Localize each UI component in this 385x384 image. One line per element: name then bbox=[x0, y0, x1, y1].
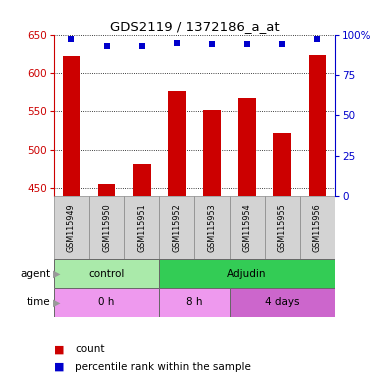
Text: ■: ■ bbox=[54, 344, 64, 354]
Bar bbox=[300, 196, 335, 259]
Text: GSM115950: GSM115950 bbox=[102, 203, 111, 252]
Point bbox=[139, 43, 145, 49]
Text: GSM115949: GSM115949 bbox=[67, 203, 76, 252]
Text: percentile rank within the sample: percentile rank within the sample bbox=[75, 362, 251, 372]
Bar bbox=[238, 98, 256, 196]
Bar bbox=[229, 196, 265, 259]
Bar bbox=[63, 56, 80, 196]
Bar bbox=[273, 133, 291, 196]
Text: Adjudin: Adjudin bbox=[228, 268, 267, 279]
Point bbox=[174, 40, 180, 46]
Bar bbox=[89, 196, 124, 259]
Text: GSM115951: GSM115951 bbox=[137, 203, 146, 252]
Text: GSM115952: GSM115952 bbox=[172, 203, 181, 252]
Title: GDS2119 / 1372186_a_at: GDS2119 / 1372186_a_at bbox=[110, 20, 279, 33]
Bar bbox=[264, 196, 300, 259]
Text: GSM115954: GSM115954 bbox=[243, 203, 252, 252]
Bar bbox=[159, 288, 229, 317]
Bar bbox=[54, 259, 159, 288]
Text: GSM115956: GSM115956 bbox=[313, 203, 322, 252]
Bar bbox=[54, 196, 89, 259]
Bar bbox=[133, 164, 151, 196]
Bar bbox=[229, 288, 335, 317]
Text: GSM115953: GSM115953 bbox=[208, 203, 216, 252]
Bar bbox=[98, 184, 116, 196]
Point bbox=[209, 41, 215, 47]
Text: agent: agent bbox=[20, 268, 50, 279]
Bar bbox=[194, 196, 229, 259]
Bar bbox=[54, 288, 159, 317]
Point bbox=[104, 43, 110, 49]
Bar bbox=[168, 91, 186, 196]
Bar bbox=[159, 259, 335, 288]
Text: 8 h: 8 h bbox=[186, 297, 203, 308]
Point bbox=[314, 36, 320, 43]
Text: 4 days: 4 days bbox=[265, 297, 300, 308]
Bar bbox=[309, 55, 326, 196]
Text: control: control bbox=[89, 268, 125, 279]
Bar bbox=[203, 110, 221, 196]
Text: 0 h: 0 h bbox=[99, 297, 115, 308]
Text: ■: ■ bbox=[54, 362, 64, 372]
Text: ▶: ▶ bbox=[53, 297, 60, 308]
Text: count: count bbox=[75, 344, 105, 354]
Bar bbox=[159, 196, 194, 259]
Text: ▶: ▶ bbox=[53, 268, 60, 279]
Text: GSM115955: GSM115955 bbox=[278, 203, 287, 252]
Text: time: time bbox=[27, 297, 50, 308]
Point bbox=[279, 41, 285, 47]
Point bbox=[69, 36, 75, 43]
Point bbox=[244, 41, 250, 47]
Bar bbox=[124, 196, 159, 259]
